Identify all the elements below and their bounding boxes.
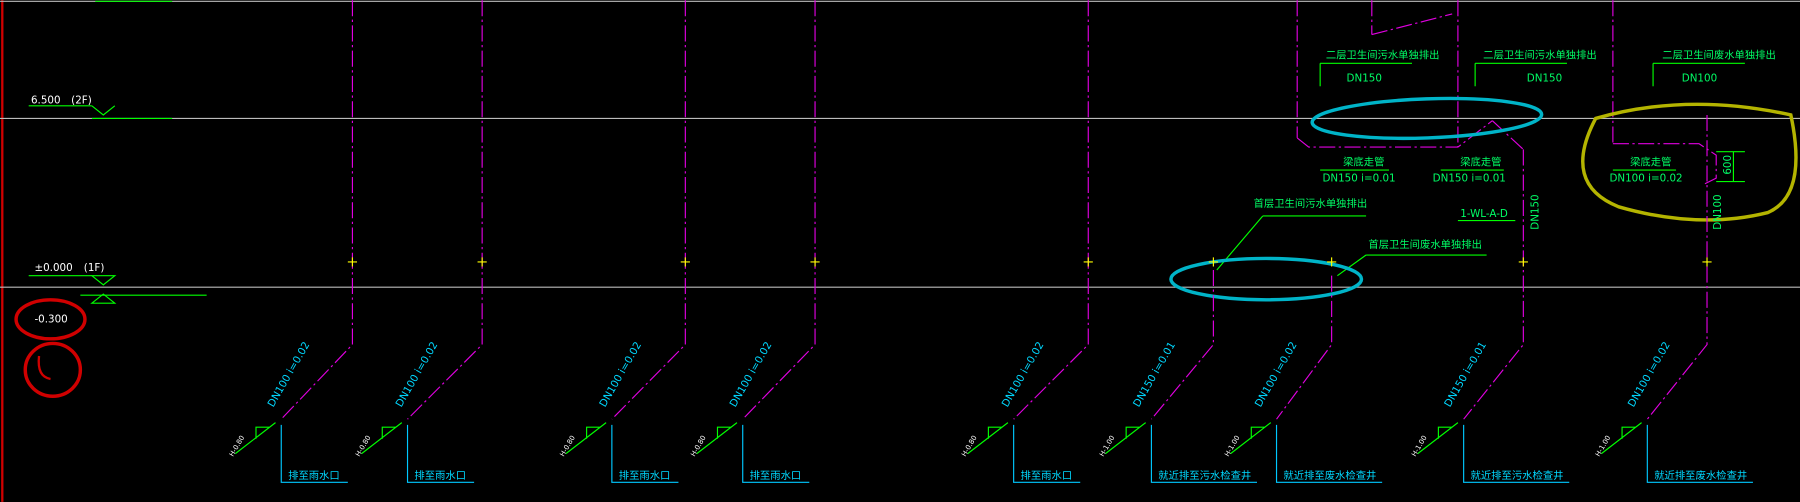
markup-mark [37,355,51,381]
tick [1208,257,1218,267]
tick [1702,257,1712,267]
outlet-symbol [1417,422,1459,455]
destination-leader [742,424,810,483]
level-marker [28,0,207,304]
drain-pipe [742,0,816,420]
pipe-tag: 1-WL-A-D [1460,208,1508,220]
outlet-symbol [696,422,738,455]
note-title: 二层卫生间污水单独排出 [1326,49,1440,62]
riser-label: DN150 [1529,194,1541,229]
destination-label: 排至雨水口 [288,469,340,482]
destination-leader [611,424,679,483]
level-floor: (2F) [71,94,92,106]
note-slope: DN100 i=0.02 [1609,173,1682,185]
destination-label: 就近排至污水检查井 [1471,469,1564,482]
tick [1327,257,1337,267]
outlet-symbol [361,422,403,455]
note-title: 二层卫生间污水单独排出 [1483,49,1597,62]
outlet-symbol [234,422,276,455]
destination-leader [1150,424,1258,483]
destination-label: 排至雨水口 [750,469,802,482]
note-title: 首层卫生间污水单独排出 [1254,197,1368,210]
tick [477,257,487,267]
destination-leader [1275,424,1383,483]
drain-pipe [1463,149,1524,420]
riser-label: DN100 [1712,194,1724,229]
note-slope: DN150 i=0.01 [1322,173,1395,185]
ground-level: -0.300 [34,314,67,326]
drain-pipe [407,0,483,420]
note-title: 二层卫生间废水单独排出 [1662,49,1776,62]
markup-circle [1310,96,1544,141]
tick [1518,257,1528,267]
level-elevation: ±0.000 [34,262,72,274]
drain-pipe [611,0,686,420]
outlet-symbol [1230,422,1272,455]
note-title: 首层卫生间废水单独排出 [1368,238,1482,251]
outlet-symbol [1601,422,1642,455]
drain-pipe [1276,275,1333,420]
note-size: DN150 [1527,73,1562,85]
dimension: 600 [1722,155,1734,175]
markup-circle [1581,102,1798,222]
markup-circle [1169,256,1364,302]
outlet-symbol [967,422,1009,455]
drain-pipe [1150,269,1214,420]
drain-pipe [1013,0,1089,420]
markup-circle [23,341,83,398]
destination-label: 排至雨水口 [619,469,671,482]
note-slope: DN150 i=0.01 [1433,173,1506,185]
tick [347,257,358,267]
destination-label: 就近排至污水检查井 [1158,469,1251,482]
tick [810,257,820,267]
outlet-symbol [565,422,607,455]
destination-leader [406,424,475,483]
destination-leader [1013,424,1081,483]
note-route: 梁底走管 [1460,155,1501,168]
drain-pipe [280,0,353,420]
destination-leader [280,424,348,483]
note-size: DN100 [1682,73,1717,85]
tick [1083,257,1093,267]
level-elevation: 6.500 [31,94,61,106]
drain-pipe [1646,114,1708,420]
level-floor: (1F) [84,262,105,274]
note-size: DN150 [1347,73,1382,85]
note-route: 梁底走管 [1630,155,1671,168]
markup-circle [14,298,87,341]
outlet-symbol [1105,422,1147,455]
destination-leader [1463,424,1570,483]
destination-label: 排至雨水口 [1021,469,1073,482]
destination-label: 就近排至废水检查井 [1283,469,1376,482]
destination-label: 就近排至废水检查井 [1654,469,1747,482]
destination-leader [1646,424,1753,483]
note-route: 梁底走管 [1343,155,1384,168]
destination-label: 排至雨水口 [414,469,466,482]
tick [680,257,690,267]
